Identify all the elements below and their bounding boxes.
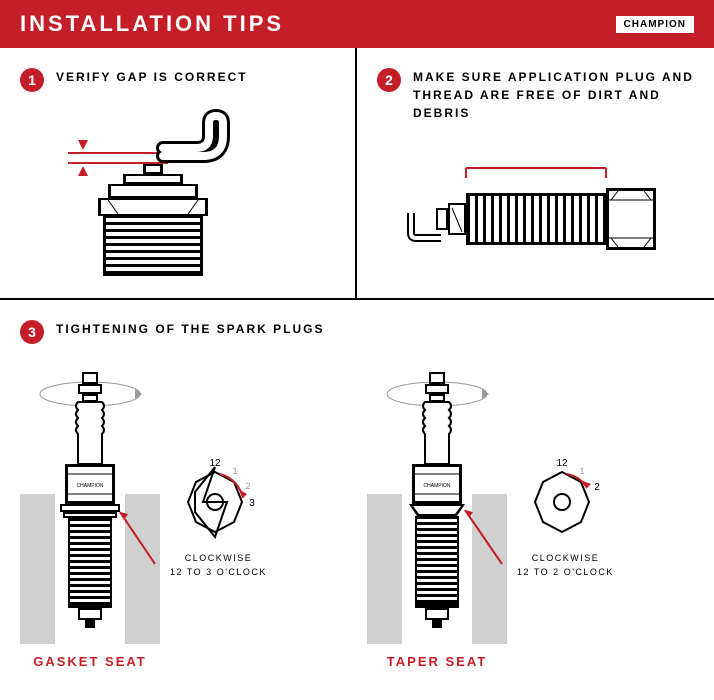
svg-text:1: 1 [232,466,237,476]
svg-text:CHAMPION: CHAMPION [77,483,104,489]
tightening-content: CHAMPION [20,364,694,669]
gasket-clock-label: CLOCKWISE 12 TO 3 O'CLOCK [170,552,267,579]
svg-text:2: 2 [594,482,600,493]
step-3-header: 3 TIGHTENING OF THE SPARK PLUGS [20,320,694,344]
step-1-diagram [20,108,335,278]
step-2-panel: 2 MAKE SURE APPLICATION PLUG AND THREAD … [357,48,714,298]
taper-seat-section: CHAMPION [367,364,694,669]
svg-text:1: 1 [579,466,584,476]
step-2-header: 2 MAKE SURE APPLICATION PLUG AND THREAD … [377,68,694,122]
gasket-plug-diagram: CHAMPION [20,364,160,669]
step-2-badge: 2 [377,68,401,92]
gasket-clock: 12 1 2 3 CLOCKWISE 12 TO 3 O'CLOCK [170,454,267,579]
taper-plug-diagram: CHAMPION [367,364,507,669]
header-bar: INSTALLATION TIPS CHAMPION [0,0,714,48]
brand-logo: CHAMPION [616,16,694,33]
taper-seat-label: TAPER SEAT [367,654,507,669]
taper-clock: 12 1 2 CLOCKWISE 12 TO 2 O'CLOCK [517,454,614,579]
svg-text:2: 2 [245,481,250,491]
gasket-seat-label: GASKET SEAT [20,654,160,669]
step-2-text: MAKE SURE APPLICATION PLUG AND THREAD AR… [413,68,694,122]
taper-clock-label: CLOCKWISE 12 TO 2 O'CLOCK [517,552,614,579]
page-title: INSTALLATION TIPS [20,11,284,37]
step-1-badge: 1 [20,68,44,92]
svg-text:CHAMPION: CHAMPION [424,483,451,489]
step-2-diagram [377,138,694,288]
svg-text:3: 3 [249,498,255,509]
step-1-panel: 1 VERIFY GAP IS CORRECT [0,48,357,298]
step-1-text: VERIFY GAP IS CORRECT [56,68,248,86]
step-3-badge: 3 [20,320,44,344]
step-1-header: 1 VERIFY GAP IS CORRECT [20,68,335,92]
step-3-text: TIGHTENING OF THE SPARK PLUGS [56,320,324,338]
gasket-seat-section: CHAMPION [20,364,347,669]
step-3-panel: 3 TIGHTENING OF THE SPARK PLUGS [0,300,714,689]
svg-text:12: 12 [556,458,568,469]
top-panels: 1 VERIFY GAP IS CORRECT [0,48,714,300]
